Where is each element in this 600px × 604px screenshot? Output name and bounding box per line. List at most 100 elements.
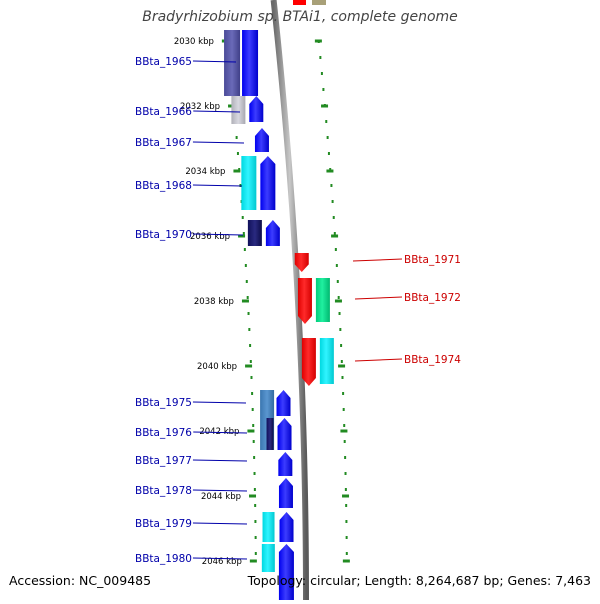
track-dash-outer — [330, 184, 333, 187]
kbp-label: 2038 kbp — [194, 297, 234, 307]
gene-label: BBta_1975 — [135, 397, 192, 409]
gene-label: BBta_1979 — [135, 518, 192, 530]
track-dash-outer — [335, 264, 338, 267]
gene-leader-line — [192, 184, 243, 187]
gene-top-olive — [312, 0, 326, 5]
track-dash-inner — [243, 248, 246, 251]
kbp-label: 2030 kbp — [174, 37, 214, 47]
gene-bbta-1971-arrow — [294, 253, 309, 272]
track-dash-outer — [345, 552, 348, 555]
kbp-tick — [249, 494, 257, 498]
track-dash-outer — [344, 456, 347, 459]
track-dash-outer — [343, 424, 346, 427]
track-dash-inner — [251, 408, 254, 411]
gene-bbta-1966-block — [231, 96, 246, 124]
kbp-tick — [247, 429, 255, 433]
gene-leader-line — [192, 489, 248, 492]
gene-leader-line — [354, 358, 403, 362]
gene-label: BBta_1978 — [135, 485, 192, 497]
track-dash-outer — [345, 504, 348, 507]
track-dash-inner — [249, 360, 252, 363]
track-dash-inner — [254, 552, 257, 555]
kbp-tick — [241, 299, 249, 303]
track-dash-inner — [254, 520, 257, 523]
gene-leader-line — [352, 258, 403, 262]
kbp-tick-outer — [331, 234, 339, 238]
kbp-tick-outer — [342, 559, 350, 563]
backbone-layer — [270, 0, 309, 601]
track-dash-outer — [320, 72, 323, 75]
track-dash-outer — [340, 360, 343, 363]
gene-label: BBta_1977 — [135, 455, 192, 467]
track-dash-inner — [248, 328, 251, 331]
kbp-tick — [245, 364, 253, 368]
track-dash-outer — [345, 536, 348, 539]
gene-leader-line — [192, 557, 248, 560]
gene-leader-line — [193, 431, 248, 434]
gene-bbta-1979-arrow — [279, 512, 294, 542]
gene-label: BBta_1976 — [135, 427, 192, 439]
gene-bbta-1974-arrow — [301, 338, 316, 386]
gene-leader-line — [354, 296, 403, 300]
gene-label: BBta_1965 — [135, 56, 192, 68]
track-dash-inner — [253, 472, 256, 475]
gene-label: BBta_1972 — [404, 292, 461, 304]
track-dash-outer — [344, 488, 347, 491]
kbp-label: 2046 kbp — [202, 557, 242, 567]
track-dash-outer — [343, 440, 346, 443]
track-dash-inner — [254, 504, 257, 507]
track-dash-inner — [254, 536, 257, 539]
kbp-tick-outer — [342, 494, 350, 498]
track-dash-outer — [338, 312, 341, 315]
gene-bbta-1975-arrow — [276, 390, 291, 416]
gene-bbta-1968-block — [241, 156, 257, 210]
track-dash-outer — [334, 248, 337, 251]
track-dash-outer — [332, 216, 335, 219]
gene-label: BBta_1974 — [404, 354, 461, 366]
gene-bbta-1979-block — [262, 512, 275, 542]
tick-layer — [221, 39, 350, 563]
track-dash-outer — [319, 56, 322, 59]
track-dash-outer — [322, 88, 325, 91]
gene-bbta-1967-arrow — [254, 128, 269, 152]
kbp-label: 2034 kbp — [185, 167, 225, 177]
gene-leader-line — [192, 401, 247, 404]
track-dash-outer — [339, 328, 342, 331]
kbp-label: 2036 kbp — [190, 232, 230, 242]
gene-leader-line — [192, 459, 248, 462]
genome-backbone — [270, 0, 309, 601]
track-dash-outer — [340, 344, 343, 347]
gene-leader-line — [192, 141, 245, 144]
track-dash-outer — [336, 280, 339, 283]
track-dash-outer — [326, 136, 329, 139]
track-dash-outer — [331, 200, 334, 203]
track-dash-inner — [244, 264, 247, 267]
kbp-tick-outer — [321, 104, 329, 108]
track-dash-outer — [345, 520, 348, 523]
accession-text: Accession: NC_009485 — [9, 573, 152, 588]
kbp-tick-outer — [340, 429, 348, 433]
track-dash-outer — [337, 296, 340, 299]
gene-bbta-1966-arrow — [249, 96, 264, 122]
kbp-tick-outer — [326, 169, 334, 173]
track-dash-outer — [325, 120, 328, 123]
track-dash-outer — [327, 152, 330, 155]
track-dash-inner — [236, 152, 239, 155]
gene-bbta-1970-block — [247, 220, 262, 246]
kbp-tick — [249, 559, 257, 563]
track-dash-inner — [253, 456, 256, 459]
gene-bbta-1977-arrow — [278, 452, 293, 476]
map-title: Bradyrhizobium sp. BTAi1, complete genom… — [142, 9, 458, 25]
kbp-label: 2032 kbp — [180, 102, 220, 112]
track-dash-inner — [247, 312, 250, 315]
topology-text: Topology: circular; Length: 8,264,687 bp… — [247, 573, 591, 588]
track-dash-inner — [246, 296, 249, 299]
label-layer: 2030 kbp 2032 kbp 2034 kbp 2036 kbp 2038 kbp… — [135, 37, 461, 567]
track-dash-inner — [252, 440, 255, 443]
kbp-tick-outer — [338, 364, 346, 368]
gene-top-red — [293, 0, 306, 5]
gene-layer — [224, 0, 334, 600]
gene-bbta-1974-block — [319, 338, 334, 384]
gene-bbta-1965-block — [224, 30, 241, 96]
gene-bbta-1978-arrow — [278, 478, 293, 508]
